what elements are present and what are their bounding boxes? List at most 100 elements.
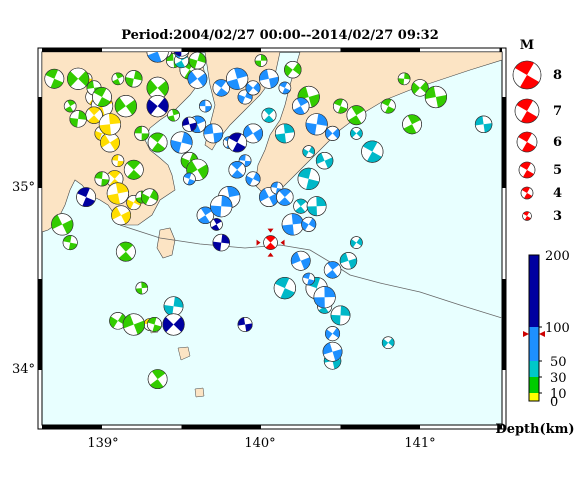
earthquake-mechanism [325,125,341,141]
earthquake-mechanism [290,250,311,271]
map-frame [37,47,507,430]
earthquake-mechanism [92,87,112,107]
earthquake-mechanism [85,106,103,124]
earthquake-mechanism [210,218,223,231]
land-boso [254,52,502,196]
earthquake-mechanism [323,261,342,279]
earthquake-mechanism [278,81,292,95]
earthquake-mechanism [146,316,162,332]
earthquake-mechanism [292,97,310,115]
earthquake-mechanism [111,205,131,226]
earthquake-mechanism [76,187,97,208]
lon-tick-label: 141° [404,436,435,451]
earthquake-mechanism [325,326,341,342]
earthquake-mechanism [381,336,395,350]
earthquake-mechanism [141,188,159,206]
earthquake-mechanism [181,116,197,132]
earthquake-mechanism [199,99,212,113]
earthquake-mechanism [69,110,87,128]
earthquake-mechanism [98,113,122,136]
depth-marker-right [539,331,545,337]
earthquake-mechanism [67,67,90,90]
earthquake-mechanism [203,123,224,144]
earthquake-mechanism [293,198,309,214]
earthquake-mechanism [284,60,302,79]
earthquake-mechanism [187,68,208,89]
depth-tick-label: 10 [550,387,567,402]
map-title: Period:2004/02/27 00:00--2014/02/27 09:3… [121,28,439,43]
earthquake-mechanism [261,107,277,123]
earthquake-mechanism [259,68,279,89]
depth-tick-label: 50 [550,355,567,370]
earthquake-mechanism [188,52,207,70]
magnitude-legend-label: 5 [553,163,562,178]
earthquake-mechanism [162,313,185,336]
earthquake-mechanism [51,213,74,236]
magnitude-legend [512,60,542,221]
depth-tick-label: 100 [545,321,570,336]
earthquake-mechanism [115,241,136,262]
earthquake-mechanism [146,94,169,118]
earthquake-mechanism [62,235,78,251]
earthquake-mechanism [254,54,268,67]
depth-tick-label: 0 [550,395,558,410]
earthquake-mechanism [518,161,536,179]
earthquake-mechanism [170,131,193,154]
earthquake-mechanism [106,182,129,205]
earthquake-mechanism [111,72,125,86]
land-izu [42,52,206,233]
magnitude-legend-label: 4 [553,186,562,201]
land-oshima [156,227,176,259]
earthquake-mechanism [346,105,367,126]
earthquake-mechanism [305,113,328,136]
earthquake-mechanism [522,211,532,221]
earthquake-mechanism [313,286,336,309]
earthquake-mechanism [173,52,190,57]
earthquake-mechanism [243,123,263,144]
earthquake-mechanism [516,131,538,153]
lat-tick-label: 35° [12,180,35,195]
earthquake-mechanism [245,171,261,187]
earthquake-mechanism [330,305,351,326]
earthquake-mechanism [237,316,253,332]
earthquake-mechanism [297,167,320,190]
earthquake-mechanism [397,72,411,86]
depth-tick-label: 30 [550,371,567,386]
earthquake-mechanism [259,187,279,208]
earthquake-mechanism [212,233,230,252]
earthquake-mechanism [315,152,334,170]
earthquake-mechanism [273,277,296,300]
earthquake-mechanism [167,108,180,122]
earthquake-mechanism [274,123,295,144]
trench-line [119,224,502,319]
earthquake-mechanism [134,125,150,141]
depth-colorbar [523,254,545,402]
earthquake-mechanism [245,80,261,96]
earthquake-mechanism [302,272,316,286]
earthquake-mechanism [94,171,110,187]
depth-marker-left [523,331,529,337]
earthquake-mechanism [350,236,363,249]
earthquake-mechanism [263,235,278,250]
earthquake-mechanism [339,252,358,270]
earthquake-mechanism [123,159,144,180]
earthquake-mechanism [302,145,316,158]
earthquake-mechanism [210,195,233,218]
depth-tick-label: 200 [545,249,570,264]
earthquake-mechanism [306,196,327,217]
earthquake-mechanism [520,186,534,200]
lon-tick-label: 139° [87,436,118,451]
earthquake-mechanism [100,132,120,153]
earthquake-mechanism [512,60,542,90]
earthquake-mechanism [196,206,215,225]
earthquake-mechanism [474,115,493,134]
earthquake-mechanism [135,281,149,295]
earthquake-mechanism [226,67,249,90]
earthquake-mechanism [146,76,169,99]
magnitude-legend-label: 3 [553,209,562,224]
earthquake-mechanism [122,313,145,336]
land-island [177,346,191,361]
earthquake-mechanism [183,172,196,186]
magnitude-legend-label: 8 [553,68,562,83]
earthquake-mechanism [125,70,143,88]
